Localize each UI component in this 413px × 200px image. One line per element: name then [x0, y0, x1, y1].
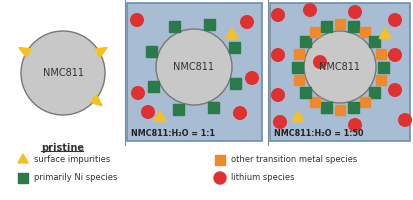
Text: surface impurities: surface impurities	[34, 156, 110, 164]
Polygon shape	[300, 87, 311, 98]
Polygon shape	[292, 62, 302, 72]
Polygon shape	[360, 97, 370, 107]
Circle shape	[273, 115, 287, 129]
Text: lithium species: lithium species	[231, 173, 294, 182]
Polygon shape	[146, 46, 157, 57]
Polygon shape	[18, 154, 28, 163]
Text: other transition metal species: other transition metal species	[231, 156, 357, 164]
Polygon shape	[294, 75, 304, 85]
Polygon shape	[348, 21, 359, 32]
Circle shape	[271, 48, 285, 62]
Text: NMC811:H₂O = 1:50: NMC811:H₂O = 1:50	[274, 129, 363, 138]
Circle shape	[214, 172, 226, 184]
Polygon shape	[169, 21, 180, 32]
Polygon shape	[292, 111, 304, 121]
Circle shape	[271, 88, 285, 102]
Polygon shape	[369, 36, 380, 47]
Circle shape	[141, 105, 155, 119]
Circle shape	[233, 106, 247, 120]
Polygon shape	[215, 155, 225, 165]
Polygon shape	[321, 102, 332, 113]
Text: pristine: pristine	[41, 143, 84, 153]
Circle shape	[130, 13, 144, 27]
Polygon shape	[379, 28, 391, 38]
Polygon shape	[335, 19, 345, 29]
Text: NMC811: NMC811	[43, 68, 83, 78]
Polygon shape	[369, 87, 380, 98]
Polygon shape	[294, 49, 304, 59]
Circle shape	[388, 13, 402, 27]
Polygon shape	[310, 27, 320, 37]
Polygon shape	[376, 75, 386, 85]
Polygon shape	[226, 28, 238, 38]
Polygon shape	[230, 78, 241, 89]
FancyBboxPatch shape	[270, 3, 410, 141]
Circle shape	[348, 118, 362, 132]
Circle shape	[304, 31, 376, 103]
Polygon shape	[173, 104, 184, 115]
Polygon shape	[90, 95, 102, 106]
FancyBboxPatch shape	[127, 3, 262, 141]
Polygon shape	[204, 19, 215, 30]
Polygon shape	[360, 27, 370, 37]
Circle shape	[348, 5, 362, 19]
Circle shape	[303, 3, 317, 17]
Text: NMC811: NMC811	[320, 62, 361, 72]
Polygon shape	[376, 49, 386, 59]
Polygon shape	[321, 21, 332, 32]
Polygon shape	[310, 97, 320, 107]
Circle shape	[156, 29, 232, 105]
Polygon shape	[348, 102, 359, 113]
Circle shape	[398, 113, 412, 127]
Polygon shape	[377, 62, 389, 72]
Polygon shape	[335, 105, 345, 115]
Polygon shape	[300, 36, 311, 47]
Polygon shape	[19, 47, 31, 57]
Polygon shape	[95, 47, 107, 57]
Polygon shape	[154, 111, 166, 121]
Circle shape	[131, 86, 145, 100]
Circle shape	[388, 48, 402, 62]
Circle shape	[245, 71, 259, 85]
Text: primarily Ni species: primarily Ni species	[34, 173, 117, 182]
Polygon shape	[148, 81, 159, 92]
Circle shape	[21, 31, 105, 115]
Polygon shape	[229, 42, 240, 53]
Circle shape	[271, 8, 285, 22]
Circle shape	[313, 55, 327, 69]
Circle shape	[388, 83, 402, 97]
Circle shape	[240, 15, 254, 29]
Polygon shape	[207, 102, 218, 113]
Text: NMC811:H₂O = 1:1: NMC811:H₂O = 1:1	[131, 129, 215, 138]
Polygon shape	[18, 173, 28, 183]
Text: NMC811: NMC811	[173, 62, 214, 72]
